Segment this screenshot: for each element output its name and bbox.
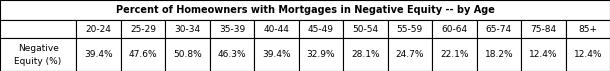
Text: Equity (%): Equity (%) [15,57,62,66]
Bar [565,38,610,71]
Bar [387,20,432,38]
Bar [521,20,565,38]
Bar [476,20,521,38]
Text: Percent of Homeowners with Mortgages in Negative Equity -- by Age: Percent of Homeowners with Mortgages in … [115,5,495,15]
Text: 50.8%: 50.8% [173,50,202,59]
Bar [343,38,387,71]
Bar [165,20,210,38]
Bar [387,38,432,71]
Bar [210,20,254,38]
Bar [432,20,476,38]
Text: 30-34: 30-34 [174,25,201,34]
Text: 75-84: 75-84 [530,25,556,34]
Text: 12.4%: 12.4% [573,50,602,59]
Text: 39.4%: 39.4% [84,50,113,59]
Text: 18.2%: 18.2% [484,50,513,59]
Text: 28.1%: 28.1% [351,50,379,59]
Bar [121,20,165,38]
Bar [76,38,121,71]
Text: 55-59: 55-59 [396,25,423,34]
Bar [432,38,476,71]
Text: 46.3%: 46.3% [218,50,246,59]
Text: 32.9%: 32.9% [307,50,336,59]
Text: 22.1%: 22.1% [440,50,468,59]
Bar [299,20,343,38]
Bar [165,38,210,71]
Text: 85+: 85+ [578,25,597,34]
Bar [121,38,165,71]
Text: 50-54: 50-54 [353,25,378,34]
Bar [476,38,521,71]
Text: 24.7%: 24.7% [396,50,424,59]
Text: 25-29: 25-29 [130,25,156,34]
Text: 35-39: 35-39 [219,25,245,34]
Text: 65-74: 65-74 [486,25,512,34]
Bar [343,20,387,38]
Bar [521,38,565,71]
Bar [0,20,76,38]
Bar [565,20,610,38]
Text: 20-24: 20-24 [85,25,112,34]
Text: 12.4%: 12.4% [529,50,558,59]
Bar [254,20,299,38]
Text: 60-64: 60-64 [441,25,467,34]
Bar [0,38,76,71]
Text: 45-49: 45-49 [308,25,334,34]
Text: 40-44: 40-44 [264,25,289,34]
Bar [254,38,299,71]
Text: Negative: Negative [18,44,59,53]
Text: 39.4%: 39.4% [262,50,291,59]
Text: 47.6%: 47.6% [129,50,157,59]
Bar [299,38,343,71]
Bar [210,38,254,71]
Bar [76,20,121,38]
Bar [0,0,610,20]
